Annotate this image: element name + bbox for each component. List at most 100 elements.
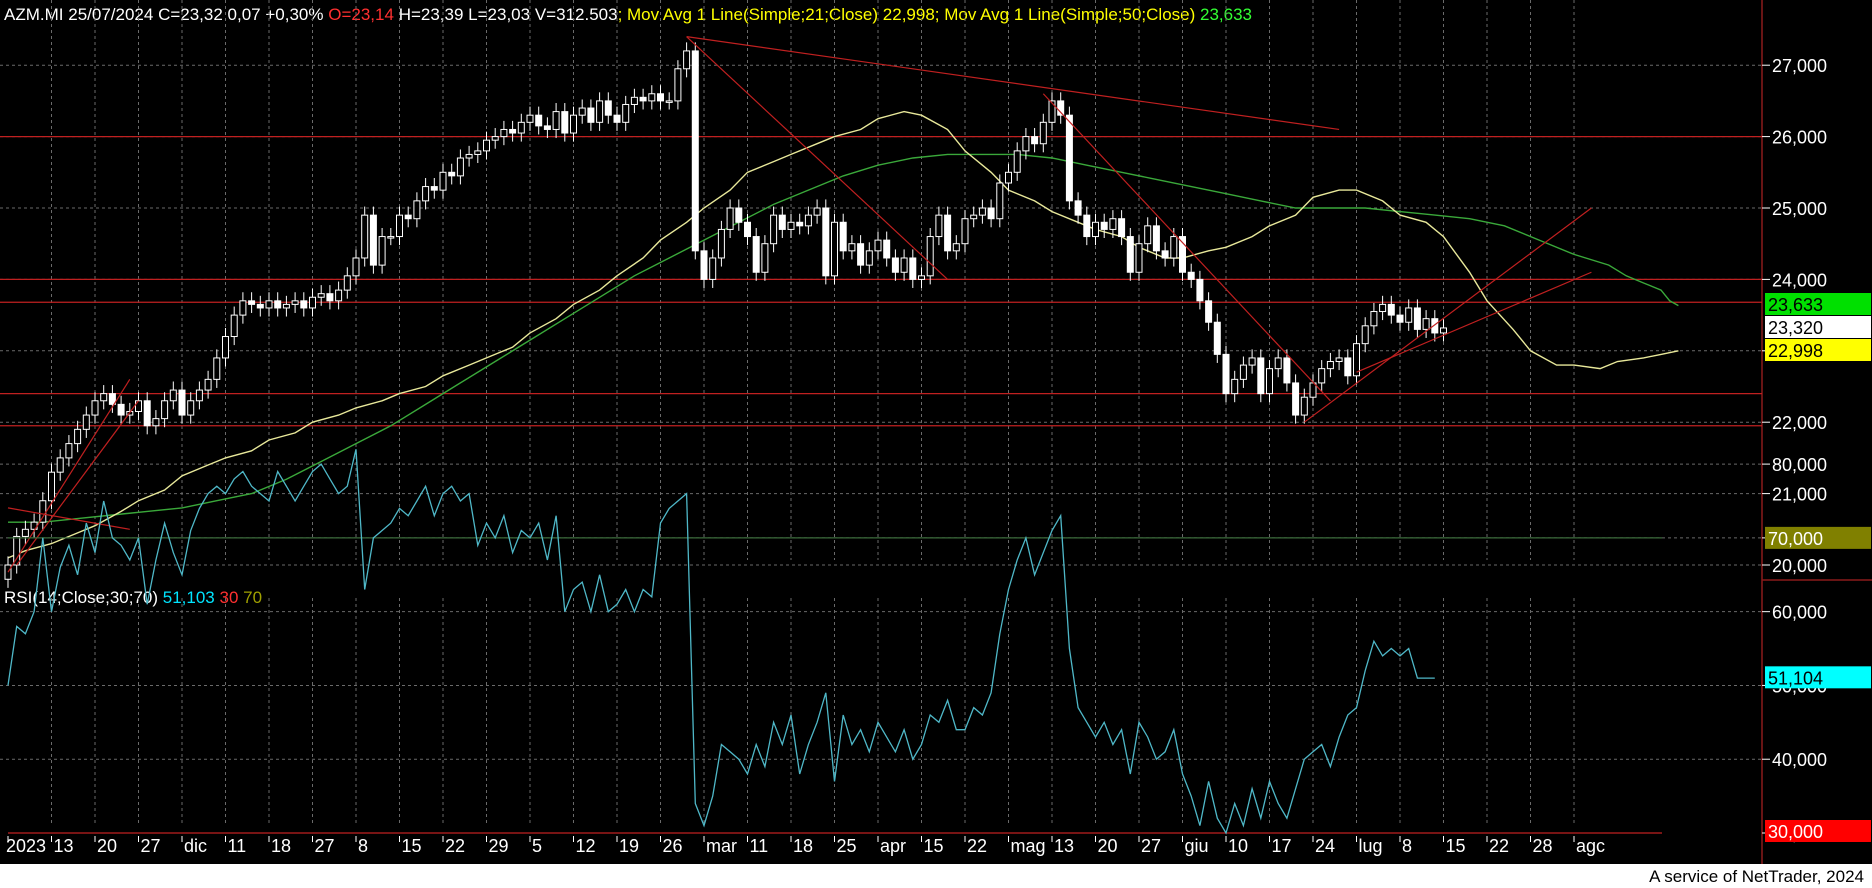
candle bbox=[900, 257, 908, 273]
candle bbox=[804, 214, 812, 227]
x-tick-label: 15 bbox=[1446, 836, 1466, 856]
candle bbox=[1318, 368, 1326, 384]
candle bbox=[570, 114, 577, 134]
candle bbox=[1353, 343, 1360, 377]
rsi-low: 30 bbox=[219, 588, 239, 607]
x-tick-label: mag bbox=[1011, 836, 1046, 856]
candle bbox=[317, 293, 325, 298]
candle bbox=[1274, 357, 1282, 370]
candle bbox=[918, 275, 925, 280]
candle bbox=[448, 171, 456, 177]
candle bbox=[152, 418, 160, 427]
candle bbox=[648, 93, 656, 102]
candle bbox=[21, 528, 29, 537]
candle bbox=[543, 125, 551, 130]
x-tick-label: 18 bbox=[793, 836, 813, 856]
candle bbox=[865, 250, 873, 266]
x-tick-label: agc bbox=[1576, 836, 1605, 856]
candle bbox=[778, 214, 786, 230]
ma50-label: ; Mov Avg 1 Line(Simple;50;Close) bbox=[934, 5, 1196, 24]
x-tick-label: apr bbox=[880, 836, 906, 856]
candle bbox=[91, 400, 99, 416]
ma50-line bbox=[8, 153, 1679, 523]
x-tick-label: 20 bbox=[97, 836, 117, 856]
candle bbox=[108, 393, 116, 405]
candle bbox=[361, 214, 369, 259]
candle bbox=[1248, 357, 1256, 366]
candle bbox=[1135, 243, 1143, 273]
y-tick-label: 20,000 bbox=[1772, 556, 1827, 576]
candle bbox=[509, 128, 517, 134]
candle bbox=[1092, 221, 1099, 238]
y-tick-label: 21,000 bbox=[1772, 485, 1827, 505]
candle bbox=[178, 389, 186, 416]
candle bbox=[1257, 357, 1265, 395]
ma21-marker: 22,998 bbox=[1768, 341, 1823, 361]
rsi-label: RSI(14;Close;30;70) bbox=[4, 588, 159, 607]
x-tick-label: 11 bbox=[750, 836, 769, 856]
trendline bbox=[7, 379, 131, 573]
candle bbox=[474, 150, 482, 155]
candle bbox=[683, 50, 691, 70]
x-tick-label: 15 bbox=[924, 836, 944, 856]
stock-chart[interactable]: 2023 13 20 27 dic 11 18 27 8 15 22 29 5 12 19 26 mar 11 18… bbox=[0, 0, 1872, 864]
x-tick-label: 19 bbox=[619, 836, 639, 856]
footer-text: A service of NetTrader, 2024 bbox=[1649, 867, 1864, 886]
symbol: AZM.MI bbox=[4, 5, 64, 24]
candle bbox=[1239, 364, 1247, 380]
candle bbox=[117, 403, 125, 416]
candle bbox=[326, 293, 334, 302]
candle bbox=[1022, 136, 1030, 152]
rsi-tick-label: 40,000 bbox=[1772, 750, 1827, 770]
candle bbox=[1057, 100, 1065, 116]
candle bbox=[230, 314, 238, 338]
candle bbox=[822, 207, 830, 277]
candle bbox=[883, 239, 891, 259]
x-tick-label: 11 bbox=[228, 836, 247, 856]
y-tick-label: 24,000 bbox=[1772, 270, 1827, 290]
candle bbox=[978, 207, 986, 216]
candle bbox=[1222, 353, 1230, 395]
candle bbox=[657, 93, 664, 102]
candle bbox=[1144, 225, 1152, 245]
candle bbox=[1379, 303, 1387, 313]
candle bbox=[1440, 327, 1447, 334]
candle bbox=[82, 414, 90, 430]
candle bbox=[674, 68, 682, 102]
x-tick-label: 18 bbox=[271, 836, 291, 856]
x-tick-label: 25 bbox=[837, 836, 857, 856]
y-tick-label: 27,000 bbox=[1772, 56, 1827, 76]
x-tick-label: 20 bbox=[1098, 836, 1118, 856]
candle bbox=[761, 243, 769, 273]
candle bbox=[926, 236, 934, 277]
candle bbox=[396, 214, 403, 238]
candle bbox=[944, 214, 952, 252]
trendline bbox=[7, 507, 130, 530]
candle bbox=[48, 471, 55, 502]
x-tick-label: giu bbox=[1185, 836, 1209, 856]
candle bbox=[1152, 225, 1160, 252]
candle bbox=[639, 96, 647, 102]
candle bbox=[56, 457, 64, 473]
candle bbox=[265, 300, 273, 309]
candle bbox=[909, 257, 917, 280]
candle bbox=[309, 296, 316, 309]
candle bbox=[213, 357, 221, 380]
candle bbox=[352, 257, 360, 277]
rsi-value-marker-box bbox=[1765, 666, 1871, 689]
candle bbox=[4, 564, 12, 580]
candle bbox=[1179, 236, 1186, 273]
rsi-value-marker: 51,104 bbox=[1768, 668, 1823, 688]
candle bbox=[143, 400, 151, 427]
candle bbox=[1292, 382, 1300, 416]
x-tick-label: 27 bbox=[141, 836, 161, 856]
candle bbox=[1387, 303, 1395, 316]
candle bbox=[1083, 214, 1091, 238]
x-tick-label: 8 bbox=[358, 836, 368, 856]
candle bbox=[1048, 100, 1056, 123]
rsi-low-marker: 30,000 bbox=[1768, 822, 1823, 842]
rsi-low-marker-box bbox=[1765, 820, 1871, 842]
x-tick-label: 29 bbox=[489, 836, 509, 856]
candle bbox=[483, 139, 490, 152]
candle bbox=[839, 221, 847, 252]
